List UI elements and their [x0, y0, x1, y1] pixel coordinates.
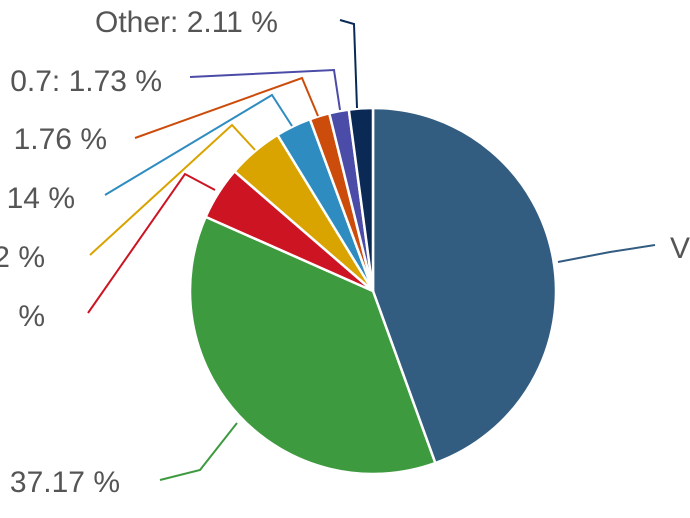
slice-label: 37.17 % — [10, 466, 120, 499]
leader-line — [339, 19, 358, 109]
slice-label: 1.76 % — [14, 123, 107, 156]
pie-slice — [371, 106, 558, 465]
leader-line — [134, 76, 319, 139]
leader-line — [189, 68, 341, 111]
slice-label: V — [670, 232, 690, 265]
pie-slice — [347, 106, 375, 292]
leader-line — [159, 422, 238, 481]
slice-label: % — [18, 300, 45, 333]
leader-line — [89, 123, 256, 256]
pie-slice — [188, 215, 437, 476]
slice-label: Other: 2.11 % — [95, 6, 278, 39]
slice-label: 14 % — [7, 182, 75, 215]
leader-line — [104, 93, 293, 196]
slice-label: 0.7: 1.73 % — [10, 65, 162, 98]
leader-line — [557, 244, 656, 263]
leader-line — [87, 172, 216, 314]
slice-label: 2 % — [0, 241, 45, 274]
